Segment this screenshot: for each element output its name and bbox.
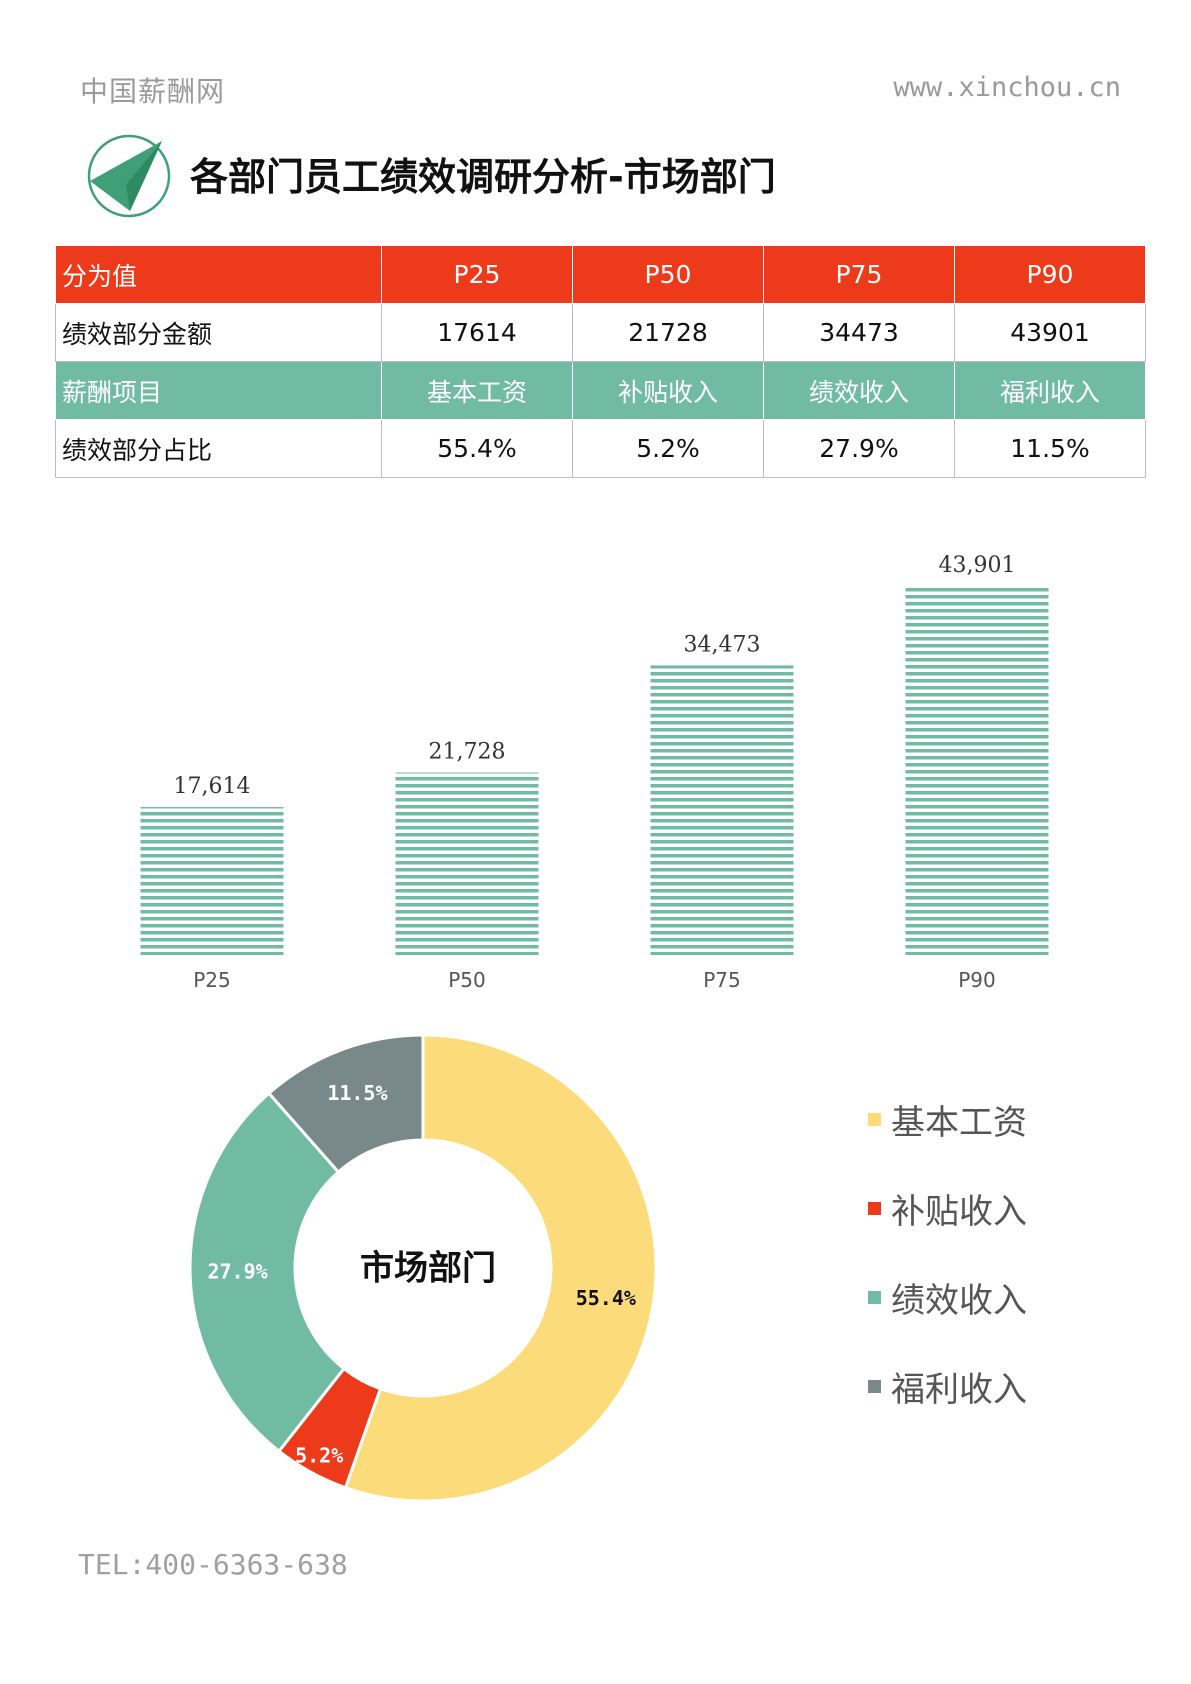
donut-legend: 基本工资 补贴收入 绩效收入 福利收入 <box>868 1075 1027 1431</box>
table-cell-label: 绩效部分金额 <box>55 303 382 362</box>
page-title: 各部门员工绩效调研分析-市场部门 <box>190 155 776 199</box>
legend-swatch <box>868 1291 881 1304</box>
table-row-percentiles: 分为值 P25 P50 P75 P90 <box>55 245 1146 304</box>
bar-category-label: P50 <box>448 968 486 992</box>
bar-p50 <box>395 772 539 955</box>
table-cell: 基本工资 <box>381 361 573 420</box>
table-cell-label: 分为值 <box>55 245 382 304</box>
donut-value-label: 5.2% <box>295 1443 343 1467</box>
donut-chart: 55.4% 5.2% 27.9% 11.5% 市场部门 <box>188 1033 655 1500</box>
table-row-shares: 绩效部分占比 55.4% 5.2% 27.9% 11.5% <box>55 419 1146 478</box>
table-cell: 27.9% <box>763 419 955 478</box>
table-cell: 补贴收入 <box>572 361 764 420</box>
legend-item: 福利收入 <box>868 1342 1027 1431</box>
logo-icon <box>87 134 171 218</box>
donut-value-label: 55.4% <box>576 1286 636 1310</box>
bar-category-label: P75 <box>703 968 741 992</box>
donut-center-label: 市场部门 <box>360 1249 496 1289</box>
legend-swatch <box>868 1113 881 1126</box>
legend-swatch <box>868 1380 881 1393</box>
bar-p90 <box>905 586 1049 955</box>
table-cell: 5.2% <box>572 419 764 478</box>
bar-value-label: 21,728 <box>429 739 506 764</box>
table-row-items: 薪酬项目 基本工资 补贴收入 绩效收入 福利收入 <box>55 361 1146 420</box>
table-row-amounts: 绩效部分金额 17614 21728 34473 43901 <box>55 303 1146 362</box>
bar-value-label: 34,473 <box>684 632 761 657</box>
table-cell: 绩效收入 <box>763 361 955 420</box>
table-cell-label: 薪酬项目 <box>55 361 382 420</box>
bar-chart: 17,614 P25 21,728 P50 34,473 P75 43,901 P90 <box>140 553 1049 992</box>
donut-slice <box>266 1033 425 1175</box>
legend-label: 绩效收入 <box>891 1281 1027 1321</box>
legend-item: 基本工资 <box>868 1075 1027 1164</box>
bar-p75 <box>650 665 794 955</box>
table-cell: 43901 <box>954 303 1146 362</box>
donut-slice <box>188 1091 347 1454</box>
donut-value-label: 27.9% <box>207 1260 267 1284</box>
table-cell: P75 <box>763 245 955 304</box>
brand-name: 中国薪酬网 <box>80 75 226 108</box>
table-cell: 11.5% <box>954 419 1146 478</box>
legend-label: 补贴收入 <box>891 1192 1027 1232</box>
legend-item: 绩效收入 <box>868 1253 1027 1342</box>
bar-category-label: P25 <box>193 968 231 992</box>
legend-label: 基本工资 <box>891 1103 1027 1143</box>
legend-swatch <box>868 1202 881 1215</box>
bar-value-label: 17,614 <box>174 774 251 799</box>
bar-category-label: P90 <box>958 968 996 992</box>
table-cell: 17614 <box>381 303 573 362</box>
table-cell: P50 <box>572 245 764 304</box>
table-cell: 福利收入 <box>954 361 1146 420</box>
donut-value-label: 11.5% <box>327 1081 387 1105</box>
table-cell: 21728 <box>572 303 764 362</box>
donut-slice <box>343 1033 655 1500</box>
table-cell-label: 绩效部分占比 <box>55 419 382 478</box>
bar-value-label: 43,901 <box>939 553 1016 578</box>
table-cell: P25 <box>381 245 573 304</box>
data-table: 分为值 P25 P50 P75 P90 绩效部分金额 17614 21728 3… <box>55 245 1146 478</box>
legend-item: 补贴收入 <box>868 1164 1027 1253</box>
table-cell: P90 <box>954 245 1146 304</box>
site-url[interactable]: www.xinchou.cn <box>893 72 1121 103</box>
table-cell: 34473 <box>763 303 955 362</box>
bar-p25 <box>140 807 284 955</box>
footer-phone: TEL:400-6363-638 <box>78 1548 348 1581</box>
legend-label: 福利收入 <box>891 1370 1027 1410</box>
table-cell: 55.4% <box>381 419 573 478</box>
